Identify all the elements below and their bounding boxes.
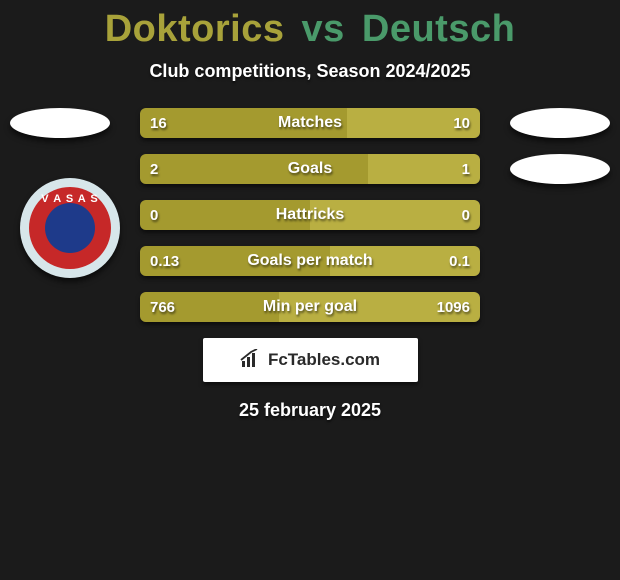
stat-row: 21Goals [140, 154, 480, 184]
stats-bars: 1610Matches 21Goals 00Hattricks 0.130.1Goal… [140, 108, 480, 322]
stat-row: 0.130.1Goals per match [140, 246, 480, 276]
player2-silhouette-1 [510, 108, 610, 138]
badge-outer-ring: V A S A S [20, 178, 120, 278]
stat-row: 1610Matches [140, 108, 480, 138]
stat-label: Goals per match [140, 246, 480, 276]
page-title: Doktorics vs Deutsch [0, 0, 620, 51]
player2-silhouette-2 [510, 154, 610, 184]
attribution-text: FcTables.com [268, 350, 380, 370]
badge-red-ring: V A S A S [29, 187, 111, 269]
title-player2: Deutsch [362, 8, 515, 50]
attribution-box: FcTables.com [203, 338, 418, 382]
stat-label: Matches [140, 108, 480, 138]
stat-label: Min per goal [140, 292, 480, 322]
stat-label: Goals [140, 154, 480, 184]
title-player1: Doktorics [105, 8, 285, 50]
badge-center [45, 203, 95, 253]
chart-icon [240, 349, 262, 372]
subtitle: Club competitions, Season 2024/2025 [0, 61, 620, 82]
date-label: 25 february 2025 [0, 400, 620, 421]
title-vs: vs [302, 8, 345, 50]
stat-label: Hattricks [140, 200, 480, 230]
club-badge: V A S A S [20, 178, 120, 278]
stat-row: 00Hattricks [140, 200, 480, 230]
comparison-panel: V A S A S 1610Matches 21Goals 00Hattricks 0… [0, 108, 620, 421]
stat-row: 7661096Min per goal [140, 292, 480, 322]
player1-silhouette [10, 108, 110, 138]
badge-label: V A S A S [41, 193, 99, 205]
